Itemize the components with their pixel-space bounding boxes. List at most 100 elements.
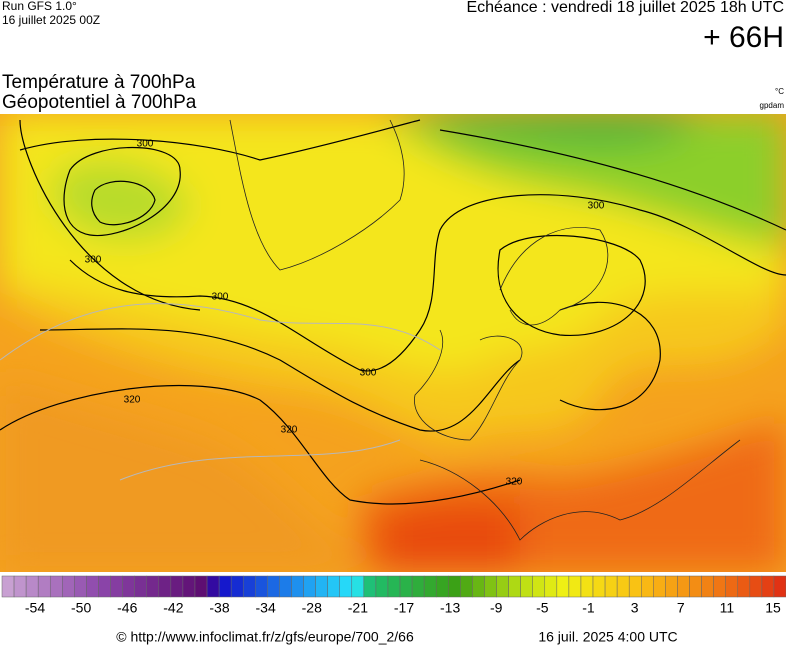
color-box <box>351 575 365 598</box>
color-box <box>496 575 509 598</box>
title-temperature: Température à 700hPa <box>2 72 196 93</box>
color-box <box>556 575 570 598</box>
scale-label: -5 <box>536 600 549 616</box>
color-box <box>255 575 268 598</box>
color-box <box>74 575 87 598</box>
color-box <box>628 575 642 598</box>
color-box <box>532 575 546 598</box>
unit-temperature: °C <box>775 87 784 96</box>
color-box <box>158 575 172 598</box>
lead-time: + 66H <box>703 21 784 54</box>
color-box <box>134 575 147 598</box>
color-box <box>604 575 618 598</box>
color-box <box>508 575 521 598</box>
color-box <box>568 575 582 598</box>
run-label: Run GFS 1.0° <box>2 0 77 13</box>
contour-label: 320 <box>124 395 141 406</box>
color-box <box>773 575 786 598</box>
color-box <box>761 575 775 598</box>
color-box <box>411 575 425 598</box>
color-box <box>725 575 739 598</box>
color-box <box>423 575 437 598</box>
color-box <box>37 575 51 598</box>
color-box <box>206 575 220 598</box>
color-box <box>520 575 533 598</box>
color-box <box>580 575 594 598</box>
scale-label: 15 <box>765 600 781 616</box>
color-box <box>1 575 15 598</box>
scale-label: -21 <box>348 600 368 616</box>
color-box <box>677 575 690 598</box>
color-box <box>146 575 160 598</box>
color-box <box>484 575 497 598</box>
color-box <box>315 575 328 598</box>
scale-label: -46 <box>117 600 137 616</box>
color-box <box>435 575 449 598</box>
color-box <box>13 575 27 598</box>
contour-label: 320 <box>506 477 523 488</box>
scale-label: -34 <box>256 600 276 616</box>
color-box <box>170 575 184 598</box>
color-box <box>653 575 666 598</box>
color-box <box>749 575 763 598</box>
color-scale-labels: -54 -50 -46 -42 -38 -34 -28 -21 -17 -13 -9 -5 -1 3 7 11… <box>25 600 781 616</box>
color-box <box>327 575 340 598</box>
color-box <box>665 575 678 598</box>
run-date: 16 juillet 2025 00Z <box>2 13 100 27</box>
color-box <box>49 575 63 598</box>
contour-label: 300 <box>588 201 605 212</box>
color-box <box>267 575 280 598</box>
color-box <box>737 575 751 598</box>
isotherms <box>0 303 441 481</box>
scale-label: 11 <box>720 600 735 616</box>
color-box <box>194 575 208 598</box>
scale-label: 3 <box>631 600 639 616</box>
scale-label: -1 <box>582 600 595 616</box>
color-box <box>399 575 413 598</box>
contour-label: 300 <box>360 368 377 379</box>
title-geopotential: Géopotentiel à 700hPa <box>2 92 197 113</box>
color-box <box>110 575 123 598</box>
color-box <box>448 575 461 598</box>
color-scale <box>1 575 786 598</box>
contour-label: 300 <box>137 139 154 150</box>
color-box <box>701 575 714 598</box>
color-box <box>242 575 256 598</box>
footer-url: © http://www.infoclimat.fr/z/gfs/europe/… <box>116 629 414 645</box>
unit-geopotential: gpdam <box>760 101 785 110</box>
color-box <box>303 575 316 598</box>
color-box <box>387 575 401 598</box>
color-box <box>339 575 353 598</box>
color-box <box>641 575 654 598</box>
color-box <box>279 575 292 598</box>
color-box <box>98 575 111 598</box>
color-box <box>122 575 135 598</box>
scale-label: -42 <box>163 600 183 616</box>
contour-label: 320 <box>281 425 298 436</box>
color-box <box>689 575 702 598</box>
scale-label: -50 <box>71 600 91 616</box>
echeance: Echéance : vendredi 18 juillet 2025 18h … <box>466 0 784 16</box>
color-box <box>713 575 726 598</box>
color-box <box>592 575 606 598</box>
color-box <box>460 575 473 598</box>
scale-label: -54 <box>25 600 45 616</box>
color-box <box>291 575 304 598</box>
scale-label: 7 <box>677 600 685 616</box>
color-box <box>182 575 196 598</box>
color-box <box>363 575 377 598</box>
color-box <box>375 575 389 598</box>
coastlines <box>229 119 741 541</box>
map <box>0 114 786 572</box>
color-box <box>544 575 558 598</box>
contour-label: 300 <box>212 292 229 303</box>
scale-label: -9 <box>490 600 503 616</box>
scale-label: -28 <box>302 600 322 616</box>
color-box <box>230 575 244 598</box>
color-box <box>62 575 75 598</box>
color-box <box>25 575 39 598</box>
scale-label: -38 <box>209 600 229 616</box>
contours <box>0 119 786 505</box>
color-box <box>616 575 630 598</box>
